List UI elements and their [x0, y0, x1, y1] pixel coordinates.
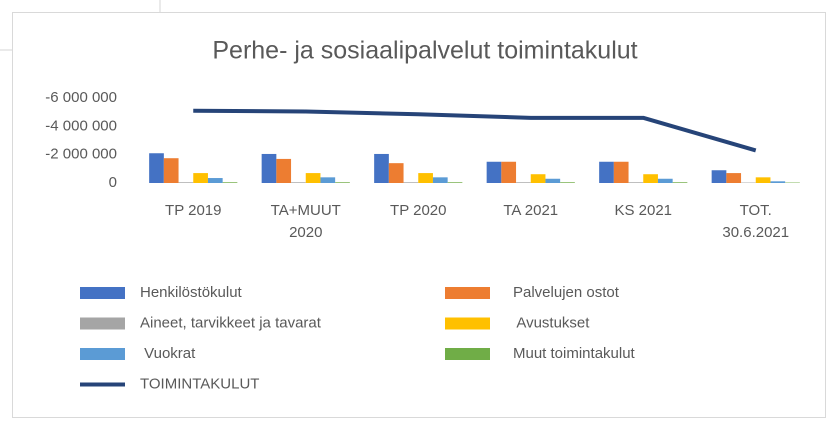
- bar: [207, 178, 223, 183]
- legend-label: Vuokrat: [140, 345, 196, 362]
- legend-swatch: [80, 348, 125, 360]
- bar: [613, 161, 629, 183]
- bar: [501, 161, 517, 183]
- x-tick-label: TA 2021: [503, 202, 559, 219]
- legend-swatch: [80, 317, 125, 330]
- bar: [163, 158, 179, 183]
- bar: [418, 173, 433, 183]
- bar: [755, 177, 771, 183]
- chart-title: Perhe- ja sosiaalipalvelut toimintakulut: [212, 37, 637, 65]
- bar: [545, 178, 561, 183]
- x-tick-label: TP 2020: [390, 202, 447, 219]
- bar: [374, 153, 389, 183]
- bar: [711, 170, 727, 183]
- bar: [305, 173, 321, 183]
- bar: [193, 173, 208, 183]
- bar: [432, 177, 448, 183]
- y-tick-label: 0: [109, 174, 117, 191]
- x-tick-label: TA+MUUT 2020: [270, 202, 341, 241]
- bar: [770, 181, 786, 183]
- bar: [726, 173, 742, 183]
- legend-label: Henkilöstökulut: [140, 284, 243, 301]
- legend-swatch: [80, 287, 125, 299]
- bar: [178, 182, 194, 183]
- bar: [628, 182, 644, 183]
- bar: [335, 182, 350, 183]
- legend-label: Aineet, tarvikkeet ja tavarat: [140, 314, 322, 331]
- bar: [222, 182, 238, 183]
- bar: [486, 161, 502, 183]
- y-tick-label: -6 000 000: [45, 89, 117, 106]
- legend-label: TOIMINTAKULUT: [140, 375, 259, 392]
- y-tick-label: -4 000 000: [45, 117, 117, 134]
- bar: [672, 182, 688, 183]
- legend-label: Palvelujen ostot: [513, 284, 620, 301]
- bar: [560, 182, 575, 183]
- bar: [320, 177, 336, 183]
- chart-frame: [12, 12, 826, 418]
- legend-swatch: [445, 317, 490, 330]
- bar: [291, 182, 306, 183]
- bar: [530, 174, 546, 183]
- bar: [149, 153, 164, 183]
- bar: [388, 163, 404, 183]
- line-series: [193, 108, 757, 153]
- legend-label: Avustukset: [513, 314, 590, 331]
- y-tick-label: -2 000 000: [45, 146, 117, 163]
- x-tick-label: TOT. 30.6.2021: [722, 202, 790, 241]
- bar: [261, 153, 277, 183]
- bar: [516, 182, 531, 183]
- bar: [643, 174, 658, 183]
- bar: [657, 178, 673, 183]
- x-tick-label: TP 2019: [165, 202, 222, 219]
- bar: [403, 182, 419, 183]
- x-tick-label: KS 2021: [614, 202, 673, 219]
- bar: [599, 161, 614, 183]
- legend-swatch: [445, 348, 490, 360]
- legend-swatch: [445, 287, 490, 299]
- bar: [447, 182, 463, 183]
- bar: [276, 158, 292, 183]
- legend-label: Muut toimintakulut: [513, 345, 636, 362]
